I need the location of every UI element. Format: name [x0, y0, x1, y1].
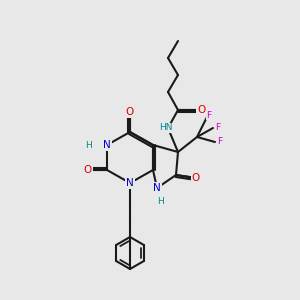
Text: O: O: [126, 107, 134, 117]
Text: HN: HN: [159, 124, 173, 133]
Text: F: F: [215, 124, 220, 133]
Text: O: O: [192, 173, 200, 183]
Text: F: F: [206, 110, 211, 119]
Text: N: N: [153, 183, 161, 193]
Text: N: N: [126, 178, 134, 188]
Text: O: O: [197, 105, 205, 115]
Text: F: F: [218, 137, 223, 146]
Text: H: H: [157, 197, 164, 206]
Text: O: O: [84, 165, 92, 175]
Text: N: N: [103, 140, 111, 150]
Text: H: H: [85, 140, 92, 149]
